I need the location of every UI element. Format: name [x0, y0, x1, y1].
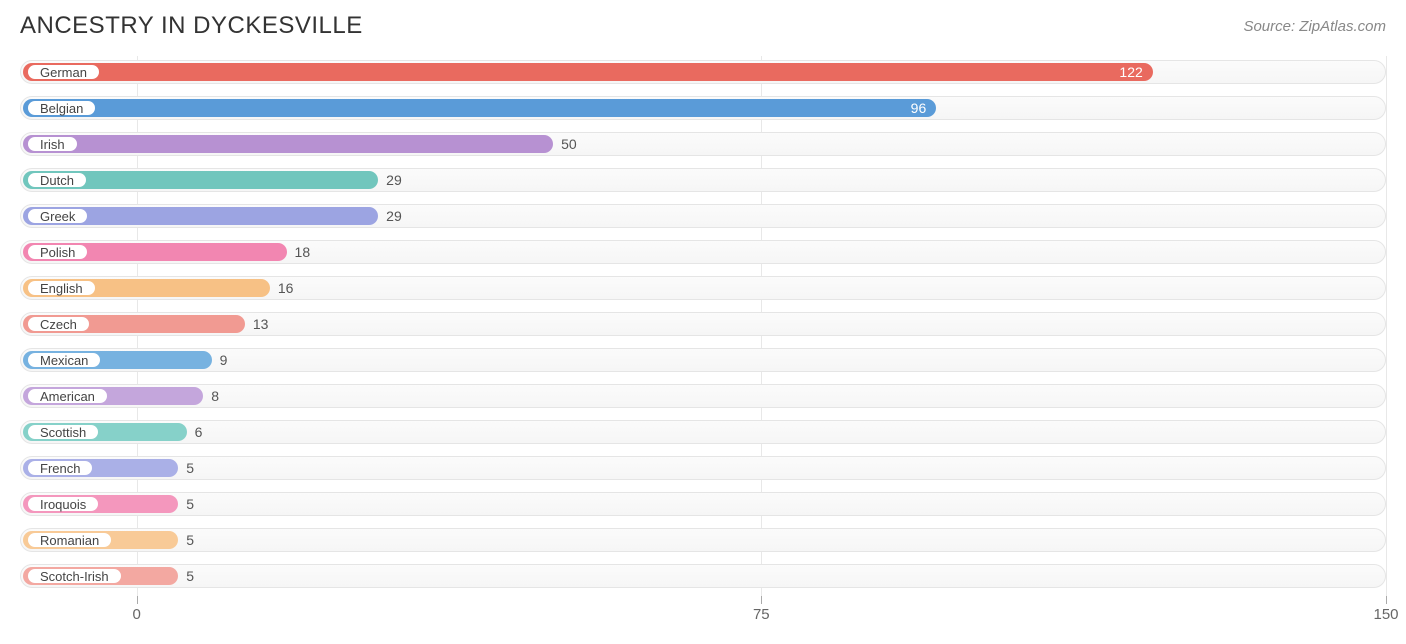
category-pill: French	[26, 459, 94, 477]
category-pill: Dutch	[26, 171, 88, 189]
category-pill: Czech	[26, 315, 91, 333]
bar-row: Iroquois 5	[20, 488, 1386, 520]
bar-row: Czech 13	[20, 308, 1386, 340]
category-pill: Belgian	[26, 99, 97, 117]
value-text: 5	[186, 496, 194, 512]
value-label: 96	[911, 99, 937, 117]
category-pill: Scotch-Irish	[26, 567, 123, 585]
category-pill: Scottish	[26, 423, 100, 441]
chart-area: German122Belgian96Irish50Dutch29Greek29P…	[0, 48, 1406, 636]
value-label: 6	[187, 423, 203, 441]
value-text: 6	[195, 424, 203, 440]
value-text: 18	[295, 244, 311, 260]
x-axis: 075150	[20, 596, 1386, 636]
axis-tick-label: 150	[1373, 606, 1398, 623]
category-pill: American	[26, 387, 109, 405]
value-text: 5	[186, 460, 194, 476]
value-text: 5	[186, 568, 194, 584]
bar-fill	[23, 63, 1153, 81]
value-text: 5	[186, 532, 194, 548]
axis-tick-label: 75	[753, 606, 770, 623]
bar-track	[20, 564, 1386, 588]
category-pill: Iroquois	[26, 495, 100, 513]
value-label: 13	[245, 315, 269, 333]
category-label: French	[40, 461, 80, 476]
value-label: 16	[270, 279, 294, 297]
axis-tick	[1386, 596, 1387, 604]
category-label: Polish	[40, 245, 75, 260]
bar-row: Polish 18	[20, 236, 1386, 268]
value-text: 16	[278, 280, 294, 296]
category-pill: English	[26, 279, 97, 297]
value-text: 96	[911, 100, 927, 116]
bar-row: Mexican 9	[20, 344, 1386, 376]
bar-row: American 8	[20, 380, 1386, 412]
bar-row: Scottish 6	[20, 416, 1386, 448]
category-label: Scotch-Irish	[40, 569, 109, 584]
axis-tick-label: 0	[132, 606, 140, 623]
category-pill: German	[26, 63, 101, 81]
category-label: American	[40, 389, 95, 404]
bar-track	[20, 528, 1386, 552]
category-label: Czech	[40, 317, 77, 332]
category-pill: Greek	[26, 207, 89, 225]
value-text: 29	[386, 208, 402, 224]
category-label: Mexican	[40, 353, 88, 368]
category-label: Dutch	[40, 173, 74, 188]
bar-track	[20, 420, 1386, 444]
bar-row: Romanian 5	[20, 524, 1386, 556]
value-label: 29	[378, 171, 402, 189]
value-label: 8	[203, 387, 219, 405]
bar-row: English 16	[20, 272, 1386, 304]
value-label: 18	[287, 243, 311, 261]
axis-tick	[761, 596, 762, 604]
value-label: 122	[1119, 63, 1152, 81]
value-label: 9	[212, 351, 228, 369]
bar-track	[20, 492, 1386, 516]
value-text: 50	[561, 136, 577, 152]
chart-title: ANCESTRY IN DYCKESVILLE	[20, 12, 363, 40]
value-label: 5	[178, 567, 194, 585]
bar-container: German122Belgian96Irish50Dutch29Greek29P…	[20, 56, 1386, 592]
bar-track	[20, 384, 1386, 408]
value-label: 29	[378, 207, 402, 225]
bar-row: French 5	[20, 452, 1386, 484]
value-label: 5	[178, 459, 194, 477]
chart-source: Source: ZipAtlas.com	[1243, 18, 1386, 35]
bar-row: Greek 29	[20, 200, 1386, 232]
bar-row: Belgian 96	[20, 92, 1386, 124]
value-text: 29	[386, 172, 402, 188]
category-label: Belgian	[40, 101, 83, 116]
category-pill: Polish	[26, 243, 89, 261]
bar-row: Scotch-Irish 5	[20, 560, 1386, 592]
value-text: 13	[253, 316, 269, 332]
value-text: 9	[220, 352, 228, 368]
category-label: English	[40, 281, 83, 296]
bar-track	[20, 456, 1386, 480]
category-label: Scottish	[40, 425, 86, 440]
axis-tick	[137, 596, 138, 604]
bar-fill	[23, 99, 936, 117]
value-label: 50	[553, 135, 577, 153]
category-label: Irish	[40, 137, 65, 152]
gridline	[1386, 56, 1387, 596]
category-pill: Mexican	[26, 351, 102, 369]
category-pill: Romanian	[26, 531, 113, 549]
category-label: Iroquois	[40, 497, 86, 512]
value-text: 8	[211, 388, 219, 404]
bar-row: Irish 50	[20, 128, 1386, 160]
bar-row: Dutch 29	[20, 164, 1386, 196]
value-label: 5	[178, 495, 194, 513]
category-label: Greek	[40, 209, 75, 224]
chart-header: ANCESTRY IN DYCKESVILLE Source: ZipAtlas…	[0, 0, 1406, 48]
value-text: 122	[1119, 64, 1142, 80]
category-label: Romanian	[40, 533, 99, 548]
bar-row: German 122	[20, 56, 1386, 88]
bar-fill	[23, 135, 553, 153]
value-label: 5	[178, 531, 194, 549]
category-pill: Irish	[26, 135, 79, 153]
category-label: German	[40, 65, 87, 80]
